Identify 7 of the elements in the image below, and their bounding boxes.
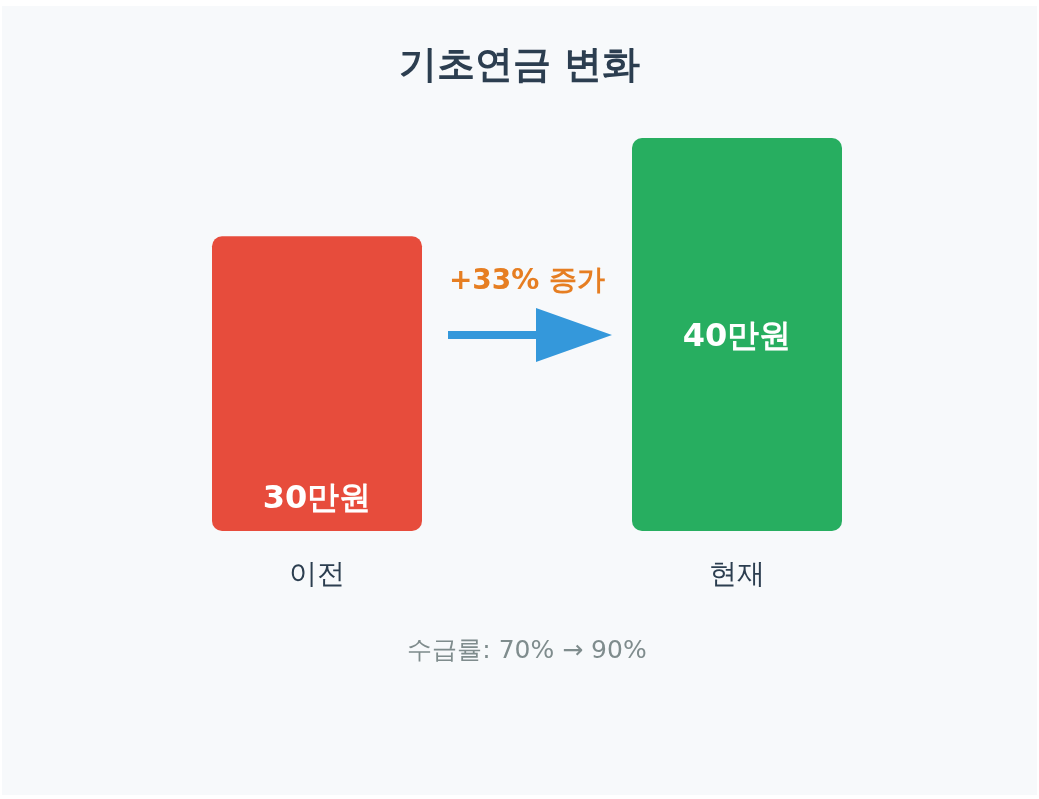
annotation: +33% 증가: [448, 262, 606, 296]
x-tick-label: 이전: [289, 556, 345, 590]
chart-title: 기초연금 변화: [398, 42, 641, 86]
data-label: 30만원: [262, 478, 372, 516]
x-tick-label: 현재: [709, 556, 765, 590]
text: 수급률: 70% → 90%: [407, 635, 647, 664]
data-label: 40만원: [682, 315, 792, 354]
